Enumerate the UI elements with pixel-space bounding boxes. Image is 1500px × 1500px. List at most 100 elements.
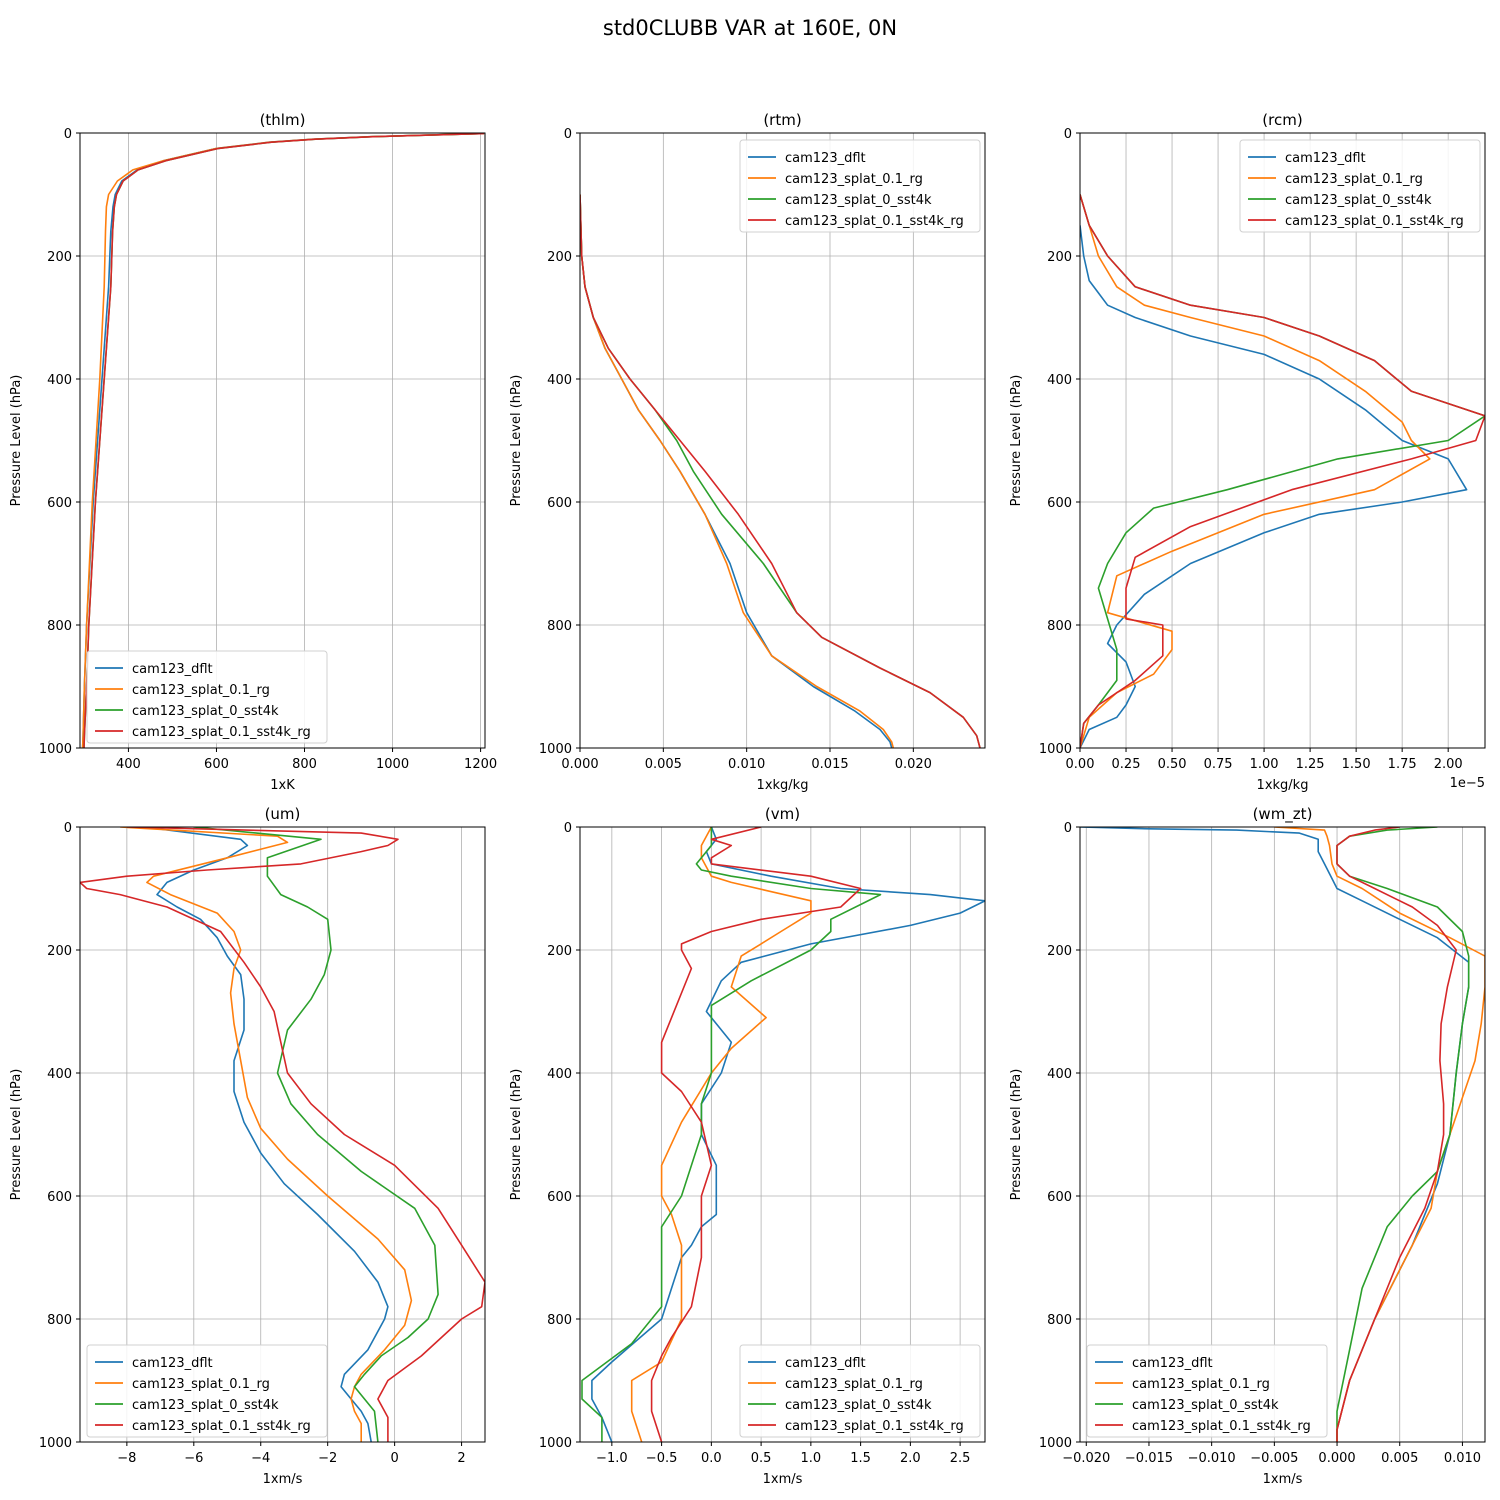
- series-line-cam123_splat_0.1_sst4k_rg: [650, 827, 862, 1442]
- series-line-cam123_splat_0_sst4k: [1080, 194, 1485, 748]
- y-axis-label: Pressure Level (hPa): [1009, 1069, 1024, 1201]
- legend: cam123_dflt cam123_splat_0.1_rg cam123_spl…: [739, 139, 981, 233]
- y-axis-label: Pressure Level (hPa): [9, 375, 24, 507]
- series-group: [581, 827, 985, 1442]
- x-tick-label: 2.0: [900, 1451, 921, 1466]
- chart-panel-2: 0.000 0.005 0.010 0.015 0.020 0 200 400 600 800 10…: [509, 111, 986, 793]
- series-line-cam123_splat_0.1_sst4k_rg: [1336, 827, 1457, 1442]
- y-tick-label: 600: [47, 496, 72, 511]
- legend-entry-label: cam123_splat_0.1_sst4k_rg: [132, 725, 311, 740]
- x-tick-label: 0.5: [751, 1451, 772, 1466]
- y-axis-label: Pressure Level (hPa): [1009, 375, 1024, 507]
- y-tick-label: 0: [64, 127, 72, 142]
- x-tick-label: −6: [184, 1451, 203, 1466]
- legend-entry-label: cam123_splat_0.1_sst4k_rg: [785, 1419, 964, 1434]
- legend-entry-label: cam123_dflt: [132, 662, 213, 677]
- legend-entry-label: cam123_splat_0.1_rg: [1132, 1377, 1270, 1392]
- legend-entry-label: cam123_dflt: [1132, 1356, 1213, 1371]
- series-line-cam123_dflt: [591, 827, 985, 1442]
- y-tick-label: 0: [564, 821, 572, 836]
- legend-box: [1086, 1344, 1328, 1438]
- series-group: [80, 827, 485, 1442]
- legend: cam123_dflt cam123_splat_0.1_rg cam123_spl…: [86, 1344, 328, 1438]
- series-line-cam123_dflt: [143, 827, 389, 1442]
- x-axis-label: 1xm/s: [1263, 1472, 1303, 1487]
- panel-title: (wm_zt): [1253, 805, 1313, 824]
- y-tick-label: 800: [547, 619, 572, 634]
- series-line-cam123_dflt: [1080, 225, 1468, 748]
- y-tick-label: 1000: [39, 1436, 72, 1451]
- y-tick-label: 400: [1047, 373, 1072, 388]
- series-line-cam123_splat_0.1_rg: [580, 194, 895, 748]
- x-tick-label: 0.000: [1318, 1451, 1355, 1466]
- legend-entry-label: cam123_dflt: [132, 1356, 213, 1371]
- legend: cam123_dflt cam123_splat_0.1_rg cam123_spl…: [86, 650, 328, 744]
- series-group: [580, 194, 981, 748]
- x-tick-label: 1.25: [1296, 757, 1325, 772]
- legend-box: [86, 1344, 328, 1438]
- x-tick-label: 2: [457, 1451, 465, 1466]
- x-tick-label: 1.5: [850, 1451, 871, 1466]
- series-line-cam123_dflt: [580, 194, 893, 748]
- x-tick-label: 0.25: [1112, 757, 1141, 772]
- panel-title: (um): [265, 805, 301, 823]
- y-tick-label: 600: [47, 1190, 72, 1205]
- x-tick-label: −1.0: [596, 1451, 628, 1466]
- y-axis-label: Pressure Level (hPa): [509, 375, 524, 507]
- series-line-cam123_splat_0.1_sst4k_rg: [80, 827, 485, 1442]
- x-tick-label: −0.010: [1188, 1451, 1236, 1466]
- x-tick-label: −0.020: [1062, 1451, 1110, 1466]
- series-line-cam123_splat_0.1_sst4k_rg: [1080, 194, 1485, 748]
- plot-frame: [579, 826, 986, 1443]
- x-tick-label: −4: [251, 1451, 270, 1466]
- x-tick-label: 0.015: [811, 757, 848, 772]
- x-axis-label: 1xK: [270, 778, 295, 793]
- chart-panel-4: −8 −6 −4 −2 0 2 0 200 400 600 800 1000 (um) 1xm/s Pres…: [9, 805, 486, 1487]
- legend-entry-label: cam123_splat_0.1_rg: [132, 1377, 270, 1392]
- legend-entry-label: cam123_splat_0.1_sst4k_rg: [785, 214, 964, 229]
- y-tick-label: 400: [47, 1067, 72, 1082]
- legend-entry-label: cam123_splat_0.1_rg: [132, 683, 270, 698]
- series-line-cam123_splat_0.1_rg: [1274, 827, 1485, 1442]
- x-tick-label: −8: [117, 1451, 136, 1466]
- y-tick-label: 400: [47, 373, 72, 388]
- series-line-cam123_splat_0.1_sst4k_rg: [580, 194, 981, 748]
- y-tick-label: 0: [564, 127, 572, 142]
- y-tick-label: 800: [1047, 619, 1072, 634]
- legend-entry-label: cam123_splat_0_sst4k: [785, 193, 932, 208]
- legend-box: [739, 139, 981, 233]
- y-tick-label: 200: [47, 250, 72, 265]
- y-axis-label: Pressure Level (hPa): [9, 1069, 24, 1201]
- series-line-cam123_splat_0_sst4k: [581, 827, 882, 1442]
- legend-entry-label: cam123_splat_0_sst4k: [1285, 193, 1432, 208]
- x-tick-label: 0.0: [701, 1451, 722, 1466]
- y-tick-label: 800: [1047, 1313, 1072, 1328]
- x-offset-label: 1e−5: [1450, 776, 1485, 791]
- y-tick-label: 600: [547, 1190, 572, 1205]
- y-tick-label: 1000: [539, 742, 572, 757]
- legend-box: [86, 650, 328, 744]
- legend-entry-label: cam123_dflt: [785, 151, 866, 166]
- y-tick-label: 1000: [1039, 1436, 1072, 1451]
- panel-title: (thlm): [260, 111, 306, 129]
- series-group: [1080, 194, 1485, 748]
- x-tick-label: 0.75: [1204, 757, 1233, 772]
- x-tick-label: 0.000: [561, 757, 598, 772]
- y-tick-label: 200: [547, 250, 572, 265]
- chart-panel-5: −1.0 −0.5 0.0 0.5 1.0 1.5 2.0 2.5 0 200 400 600 800 1…: [509, 805, 986, 1487]
- y-tick-label: 0: [64, 821, 72, 836]
- legend-entry-label: cam123_splat_0.1_rg: [1285, 172, 1423, 187]
- x-tick-label: 1200: [464, 757, 497, 772]
- chart-panel-1: 400 600 800 1000 1200 0 200 400 600 800 1000 (thlm)…: [9, 111, 497, 793]
- y-tick-label: 1000: [539, 1436, 572, 1451]
- x-tick-label: −2: [318, 1451, 337, 1466]
- x-tick-label: 0.005: [645, 757, 682, 772]
- panel-title: (rtm): [763, 111, 801, 129]
- legend-entry-label: cam123_splat_0_sst4k: [132, 704, 279, 719]
- series-line-cam123_splat_0_sst4k: [1336, 827, 1470, 1442]
- figure-title: std0CLUBB VAR at 160E, 0N: [602, 16, 898, 40]
- series-line-cam123_splat_0.1_rg: [1080, 194, 1431, 748]
- x-axis-label: 1xkg/kg: [1257, 778, 1309, 793]
- legend-entry-label: cam123_splat_0.1_sst4k_rg: [1132, 1419, 1311, 1434]
